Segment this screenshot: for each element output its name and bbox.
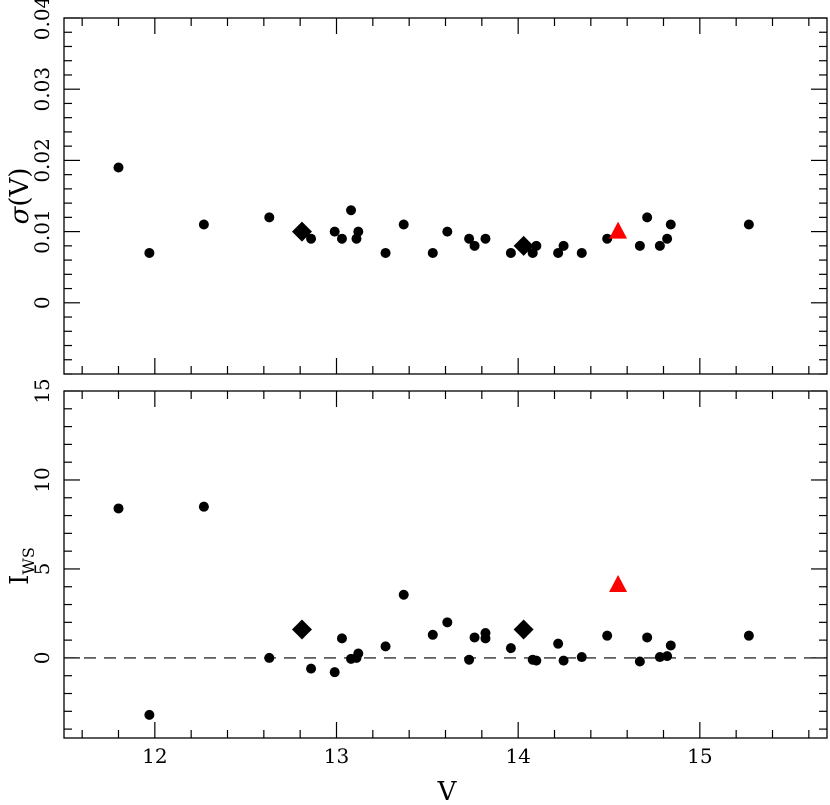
top-y-tick-label: 0 [30,296,54,309]
bottom-point [480,628,491,639]
bottom-point [144,709,155,720]
bottom-diamond-point [513,619,534,640]
bottom-point [743,630,754,641]
top-point [634,240,645,251]
top-y-tick-label: 0.04 [30,0,54,40]
top-point [505,247,516,258]
bottom-y-axis-label-main: I [5,575,35,585]
bottom-point [427,629,438,640]
bottom-point [464,654,475,665]
top-tick-labels: 0 0.01 0.02 0.03 0.04 [30,0,54,309]
bottom-y-tick-label: 0 [30,652,54,665]
top-point [353,226,364,237]
bottom-point [665,640,676,651]
top-point [198,219,209,230]
bottom-point [602,630,613,641]
bottom-triangle-point [609,574,628,592]
top-point [558,240,569,251]
bottom-y-tick-label: 15 [30,378,54,403]
bottom-point [198,501,209,512]
bottom-point [576,652,587,663]
bottom-point [113,503,124,514]
bottom-point [531,655,542,666]
bottom-point [353,648,364,659]
top-point [642,212,653,223]
top-triangle-point [609,221,628,239]
bottom-y-tick-label: 5 [30,563,54,576]
bottom-point [553,638,564,649]
top-point [380,247,391,258]
top-y-axis-label-symbol: σ [5,205,35,224]
bottom-point [336,633,347,644]
top-point [113,162,124,173]
bottom-x-tick-label: 15 [687,744,712,768]
top-y-axis-label-rest: (V) [5,168,35,207]
bottom-data-points [113,501,754,720]
bottom-y-axis-label-sub: WS [19,547,38,574]
bottom-point [634,656,645,667]
top-point [346,205,357,216]
bottom-point [654,652,665,663]
bottom-tick-labels: 0 5 10 15 12 13 14 15 [30,378,713,768]
bottom-point [469,632,480,643]
bottom-axis-ticks [64,390,827,738]
top-point [144,247,155,258]
top-point [480,233,491,244]
bottom-y-axis-label: IWS [5,547,38,585]
panel-bottom: 0 5 10 15 12 13 14 15 IWS V [5,378,828,805]
top-y-tick-label: 0.03 [30,67,54,112]
bottom-point [642,632,653,643]
top-point [336,233,347,244]
bottom-x-tick-label: 13 [324,744,349,768]
bottom-y-tick-label: 10 [30,467,54,492]
bottom-point [264,652,275,663]
bottom-plot-frame [63,390,828,739]
top-y-axis-label: σ(V) [5,168,35,225]
top-point [602,233,613,244]
top-point [654,240,665,251]
top-y-tick-label: 0.02 [30,138,54,183]
top-point [264,212,275,223]
bottom-point [505,643,516,654]
top-y-tick-label: 0.01 [30,209,54,254]
top-plot-frame [63,17,828,375]
bottom-point [442,617,453,628]
top-point [306,233,317,244]
bottom-x-tick-label: 12 [142,744,167,768]
top-diamond-point [513,235,534,256]
top-data-points [113,162,754,258]
top-axis-ticks [64,17,827,375]
bottom-point [306,663,317,674]
x-axis-label: V [437,777,458,805]
top-point [553,247,564,258]
top-diamond-point [291,221,312,242]
top-point [743,219,754,230]
bottom-point [329,667,340,678]
panel-top: 0 0.01 0.02 0.03 0.04 σ(V) [5,0,828,375]
bottom-point [558,655,569,666]
top-point [665,219,676,230]
top-point [464,233,475,244]
top-point [398,219,409,230]
top-point [442,226,453,237]
top-point [576,247,587,258]
top-point [427,247,438,258]
top-point [329,226,340,237]
bottom-diamond-point [291,619,312,640]
bottom-point [380,641,391,652]
top-point [531,240,542,251]
bottom-x-tick-label: 14 [505,744,530,768]
top-point [662,233,673,244]
bottom-point [398,589,409,600]
bottom-point [662,651,673,662]
top-point [469,240,480,251]
